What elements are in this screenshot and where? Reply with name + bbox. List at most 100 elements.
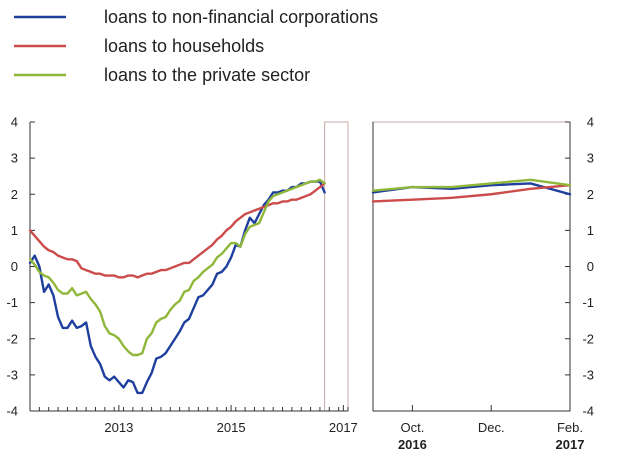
data-point-loans-to-non-financial-corporations	[183, 321, 185, 324]
data-point-loans-to-non-financial-corporations	[66, 327, 69, 329]
y-tick-label: 0	[11, 259, 18, 274]
panel-frame	[372, 121, 571, 412]
data-point-loans-to-the-private-sector	[71, 287, 73, 289]
data-point-loans-to-the-private-sector	[113, 334, 115, 336]
data-point-loans-to-households	[76, 260, 78, 262]
data-point-loans-to-non-financial-corporations	[277, 191, 279, 194]
data-point-loans-to-non-financial-corporations	[490, 184, 492, 186]
data-point-loans-to-non-financial-corporations	[113, 376, 115, 378]
data-point-loans-to-the-private-sector	[62, 292, 64, 295]
data-point-loans-to-non-financial-corporations	[253, 222, 256, 224]
data-point-loans-to-the-private-sector	[319, 179, 321, 181]
data-point-loans-to-households	[235, 220, 237, 222]
data-point-loans-to-non-financial-corporations	[99, 363, 101, 365]
data-point-loans-to-non-financial-corporations	[62, 327, 64, 329]
data-point-loans-to-non-financial-corporations	[122, 386, 125, 389]
data-point-loans-to-households	[291, 199, 293, 201]
data-point-loans-to-the-private-sector	[104, 325, 106, 327]
data-point-loans-to-the-private-sector	[160, 318, 162, 320]
data-point-loans-to-the-private-sector	[211, 264, 213, 266]
data-point-loans-to-the-private-sector	[490, 182, 492, 185]
data-point-loans-to-the-private-sector	[411, 186, 413, 188]
data-point-loans-to-non-financial-corporations	[258, 213, 260, 215]
data-point-loans-to-non-financial-corporations	[216, 273, 218, 275]
data-point-loans-to-the-private-sector	[90, 298, 92, 300]
data-point-loans-to-households	[239, 217, 242, 219]
data-point-loans-to-the-private-sector	[108, 332, 111, 334]
data-point-loans-to-the-private-sector	[150, 332, 153, 334]
data-point-loans-to-non-financial-corporations	[71, 320, 73, 322]
data-point-loans-to-the-private-sector	[188, 289, 190, 291]
data-point-loans-to-non-financial-corporations	[324, 191, 326, 194]
data-point-loans-to-non-financial-corporations	[188, 318, 190, 320]
data-point-loans-to-households	[80, 267, 83, 269]
data-point-loans-to-the-private-sector	[94, 303, 97, 306]
data-point-loans-to-the-private-sector	[29, 258, 31, 260]
data-point-loans-to-non-financial-corporations	[127, 379, 129, 381]
data-point-loans-to-households	[38, 240, 40, 242]
data-point-loans-to-households	[127, 274, 129, 277]
legend-label-loans-to-the-private-sector: loans to the private sector	[104, 65, 310, 85]
data-point-loans-to-households	[253, 209, 256, 212]
data-point-loans-to-non-financial-corporations	[141, 392, 143, 394]
data-point-loans-to-the-private-sector	[174, 303, 176, 306]
y-tick-label: 3	[11, 151, 18, 166]
x-year-label: 2016	[398, 437, 427, 452]
data-point-loans-to-the-private-sector	[52, 282, 54, 284]
data-point-loans-to-the-private-sector	[179, 300, 181, 302]
data-point-loans-to-households	[66, 258, 69, 260]
legend-label-loans-to-households: loans to households	[104, 36, 264, 56]
data-point-loans-to-households	[272, 202, 274, 204]
data-point-loans-to-the-private-sector	[34, 264, 36, 266]
data-point-loans-to-households	[132, 274, 134, 277]
data-point-loans-to-the-private-sector	[66, 292, 69, 295]
data-point-loans-to-households	[309, 193, 312, 195]
x-tick-label: Oct.	[400, 420, 424, 435]
y-tick-label: 1	[11, 223, 18, 238]
y-tick-label-right: 3	[587, 151, 594, 166]
data-point-loans-to-households	[295, 199, 298, 201]
data-point-loans-to-households	[216, 238, 218, 241]
data-point-loans-to-non-financial-corporations	[225, 265, 228, 268]
series-line-loans-to-households	[28, 182, 326, 279]
data-point-loans-to-households	[277, 202, 279, 204]
data-point-loans-to-the-private-sector	[202, 271, 204, 273]
data-point-loans-to-non-financial-corporations	[85, 321, 87, 324]
data-point-loans-to-the-private-sector	[305, 182, 307, 185]
data-point-loans-to-households	[48, 249, 50, 251]
data-point-loans-to-households	[29, 229, 31, 231]
y-tick-label-right: -2	[582, 331, 594, 346]
data-point-loans-to-the-private-sector	[216, 256, 218, 259]
data-point-loans-to-the-private-sector	[76, 294, 78, 296]
data-point-loans-to-households	[281, 200, 284, 203]
data-point-loans-to-households	[411, 199, 413, 201]
data-point-loans-to-households	[286, 200, 288, 203]
data-point-loans-to-non-financial-corporations	[221, 271, 223, 273]
data-point-loans-to-non-financial-corporations	[118, 381, 120, 383]
data-point-loans-to-households	[169, 267, 171, 269]
data-point-loans-to-the-private-sector	[165, 316, 167, 318]
data-point-loans-to-non-financial-corporations	[155, 358, 157, 360]
left-chart-panel: -4 -3 -2 -1 0 1 2 3 4 2013 2015 2017	[6, 115, 357, 436]
data-point-loans-to-households	[197, 255, 199, 257]
data-point-loans-to-the-private-sector	[146, 338, 148, 340]
data-point-loans-to-households	[160, 269, 162, 271]
data-point-loans-to-households	[94, 273, 97, 275]
data-point-loans-to-non-financial-corporations	[43, 291, 45, 293]
data-point-loans-to-households	[188, 262, 190, 264]
data-point-loans-to-households	[71, 258, 73, 260]
data-point-loans-to-non-financial-corporations	[569, 193, 571, 195]
data-point-loans-to-non-financial-corporations	[146, 381, 148, 383]
data-point-loans-to-households	[258, 208, 260, 210]
highlight-region	[324, 121, 349, 412]
data-point-loans-to-non-financial-corporations	[29, 262, 31, 264]
data-point-loans-to-households	[118, 276, 120, 278]
data-point-loans-to-the-private-sector	[132, 354, 134, 356]
data-point-loans-to-households	[211, 244, 213, 246]
data-point-loans-to-the-private-sector	[141, 352, 143, 354]
right-chart-panel: -4 -3 -2 -1 0 1 2 3 4 Oct. Dec. Feb. 2016 2017	[371, 115, 594, 452]
data-point-loans-to-the-private-sector	[85, 291, 87, 293]
data-point-loans-to-the-private-sector	[253, 224, 256, 226]
data-point-loans-to-households	[183, 262, 185, 264]
data-point-loans-to-non-financial-corporations	[169, 345, 171, 347]
